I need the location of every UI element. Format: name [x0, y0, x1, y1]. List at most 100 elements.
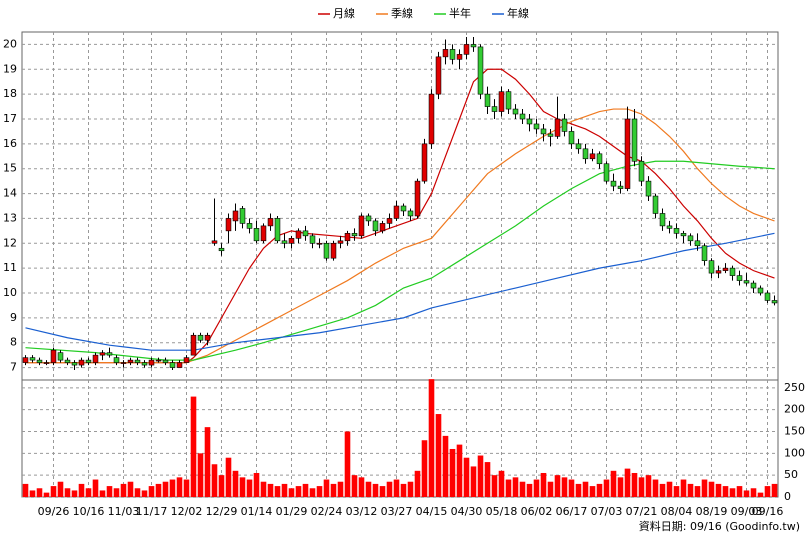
- candle-body: [183, 357, 190, 363]
- candle-body: [85, 359, 92, 363]
- volume-bar: [22, 483, 29, 497]
- volume-bar: [344, 431, 351, 497]
- y-tick-label: 13: [3, 211, 17, 224]
- candle-body: [435, 56, 442, 95]
- volume-bar: [568, 479, 575, 497]
- y-tick-label: 15: [3, 162, 17, 175]
- volume-bar: [414, 470, 421, 497]
- candle-body: [400, 205, 407, 212]
- volume-bar: [204, 427, 211, 497]
- volume-bar: [638, 477, 645, 497]
- volume-bar: [64, 488, 71, 497]
- x-tick-label: 11/03: [108, 505, 140, 518]
- volume-bar: [190, 396, 197, 497]
- volume-bar: [295, 486, 302, 497]
- volume-bar: [316, 486, 323, 497]
- y-tick-label: 10: [3, 286, 17, 299]
- candle-body: [379, 223, 386, 232]
- candle-body: [631, 118, 638, 162]
- candle-body: [652, 195, 659, 214]
- candle-body: [204, 334, 211, 341]
- volume-bar: [729, 488, 736, 497]
- candle-body: [498, 91, 505, 112]
- volume-bar: [477, 455, 484, 497]
- candle-body: [554, 118, 561, 137]
- volume-bar: [596, 483, 603, 497]
- volume-bar: [337, 481, 344, 497]
- candle-body: [141, 362, 148, 366]
- candle-body: [225, 218, 232, 232]
- volume-bar: [169, 479, 176, 497]
- y2-tick-label: 250: [784, 381, 805, 394]
- candle-body: [253, 228, 260, 242]
- candle-body: [456, 54, 463, 60]
- volume-bar: [106, 486, 113, 497]
- volume-bar: [197, 453, 204, 497]
- volume-bar: [456, 444, 463, 497]
- y2-tick-label: 100: [784, 446, 805, 459]
- candle-body: [351, 233, 358, 237]
- candle-body: [715, 270, 722, 274]
- candle-body: [701, 245, 708, 261]
- y-tick-label: 12: [3, 236, 17, 249]
- x-tick-label: 01/14: [241, 505, 273, 518]
- volume-bar: [351, 475, 358, 497]
- volume-bar: [260, 481, 267, 497]
- candle-body: [645, 180, 652, 197]
- y2-tick-label: 200: [784, 403, 805, 416]
- x-tick-label: 06/02: [521, 505, 553, 518]
- volume-bar: [239, 477, 246, 497]
- volume-bar: [652, 479, 659, 497]
- candle-body: [71, 362, 78, 366]
- y-tick-label: 7: [10, 361, 17, 374]
- volume-bar: [736, 486, 743, 497]
- candle-body: [575, 143, 582, 150]
- volume-bar: [694, 486, 701, 497]
- y-tick-label: 20: [3, 37, 17, 50]
- candle-body: [673, 228, 680, 234]
- y-tick-label: 17: [3, 112, 17, 125]
- x-tick-label: 04/30: [451, 505, 483, 518]
- candle-body: [323, 242, 330, 259]
- candle-body: [50, 349, 57, 363]
- candle-body: [232, 210, 239, 222]
- volume-bar: [379, 486, 386, 497]
- candle-body: [302, 230, 309, 237]
- candle-body: [547, 133, 554, 137]
- volume-bar: [162, 481, 169, 497]
- volume-bar: [85, 488, 92, 497]
- volume-bar: [330, 483, 337, 497]
- candle-body: [729, 267, 736, 276]
- candle-body: [449, 49, 456, 60]
- volume-bar: [519, 481, 526, 497]
- ma-line: [25, 160, 775, 361]
- volume-bar: [491, 475, 498, 497]
- volume-bar: [288, 488, 295, 497]
- volume-bar: [540, 472, 547, 497]
- candle-body: [260, 225, 267, 242]
- volume-bar: [533, 479, 540, 497]
- candle-body: [589, 153, 596, 160]
- candle-body: [512, 108, 519, 115]
- ma-line: [25, 232, 775, 351]
- volume-bar: [673, 486, 680, 497]
- candle-body: [134, 359, 141, 363]
- candle-body: [36, 359, 43, 363]
- volume-bar: [435, 414, 442, 497]
- volume-bar: [463, 457, 470, 497]
- candle-body: [190, 334, 197, 356]
- candle-body: [99, 352, 106, 356]
- volume-bar: [92, 479, 99, 497]
- volume-bar: [512, 477, 519, 497]
- candle-body: [148, 359, 155, 366]
- candle-body: [519, 113, 526, 120]
- volume-bar: [211, 464, 218, 497]
- candle-body: [505, 91, 512, 110]
- volume-bar: [57, 481, 64, 497]
- candle-body: [29, 357, 36, 361]
- volume-bar: [309, 488, 316, 497]
- x-tick-label: 01/29: [276, 505, 308, 518]
- candle-body: [64, 359, 71, 363]
- volume-bar: [393, 479, 400, 497]
- candle-body: [764, 292, 771, 301]
